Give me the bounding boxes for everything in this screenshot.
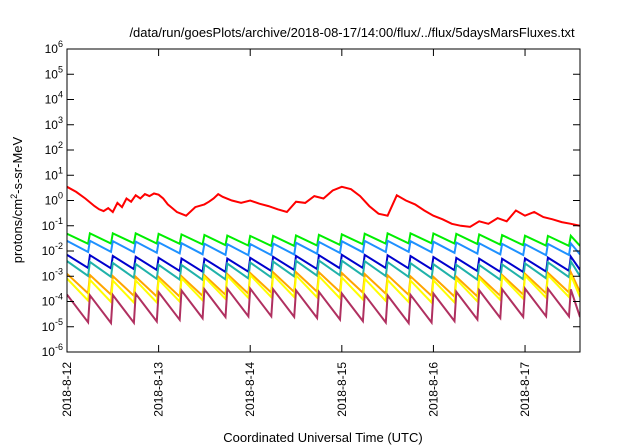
y-tick-label: 105 bbox=[45, 64, 63, 81]
y-tick-exp: 1 bbox=[58, 165, 63, 175]
y-tick-label: 101 bbox=[45, 165, 63, 182]
y-tick-label: 104 bbox=[45, 90, 63, 107]
y-axis-label: protons/cm2-s-sr-MeV bbox=[9, 136, 25, 263]
y-tick-label: 106 bbox=[45, 39, 63, 56]
y-label-pre: protons/cm bbox=[10, 199, 25, 263]
y-tick-base: 10 bbox=[45, 143, 59, 157]
x-tick-label: 2018-8-12 bbox=[60, 362, 74, 417]
y-tick-exp: -4 bbox=[55, 292, 63, 302]
y-tick-base: 10 bbox=[45, 194, 59, 208]
y-tick-base: 10 bbox=[42, 345, 56, 359]
x-tick-label: 2018-8-17 bbox=[518, 362, 532, 417]
y-tick-base: 10 bbox=[45, 168, 59, 182]
chart-title: /data/run/goesPlots/archive/2018-08-17/1… bbox=[129, 25, 575, 40]
y-tick-exp: 3 bbox=[58, 115, 63, 125]
y-tick-base: 10 bbox=[42, 295, 56, 309]
y-tick-exp: -2 bbox=[55, 241, 63, 251]
y-tick-exp: 5 bbox=[58, 64, 63, 74]
plot-frame bbox=[66, 48, 581, 353]
y-tick-exp: 4 bbox=[58, 90, 63, 100]
y-tick-label: 10-1 bbox=[42, 216, 63, 233]
x-tick-label: 2018-8-15 bbox=[335, 362, 349, 417]
series-line bbox=[67, 185, 580, 228]
series-line bbox=[67, 258, 580, 282]
x-axis-label: Coordinated Universal Time (UTC) bbox=[223, 430, 422, 445]
y-tick-exp: -3 bbox=[55, 266, 63, 276]
y-tick-label: 10-6 bbox=[42, 342, 63, 359]
y-tick-exp: 2 bbox=[58, 140, 63, 150]
y-tick-label: 102 bbox=[45, 140, 63, 157]
series-line bbox=[67, 239, 580, 257]
series-line bbox=[67, 285, 580, 326]
y-tick-exp: -5 bbox=[55, 317, 63, 327]
x-axis-ticks: 2018-8-12 2018-8-13 2018-8-14 2018-8-15 2018… bbox=[60, 49, 532, 417]
x-tick-label: 2018-8-16 bbox=[426, 362, 440, 417]
series-line bbox=[67, 231, 580, 248]
x-tick-label: 2018-8-14 bbox=[243, 362, 257, 417]
y-tick-base: 10 bbox=[45, 67, 59, 81]
y-tick-exp: -1 bbox=[55, 216, 63, 226]
y-tick-base: 10 bbox=[45, 118, 59, 132]
y-tick-base: 10 bbox=[42, 269, 56, 283]
y-tick-base: 10 bbox=[42, 219, 56, 233]
y-tick-label: 10-4 bbox=[42, 292, 63, 309]
y-tick-label: 10-3 bbox=[42, 266, 63, 283]
y-label-sup: 2 bbox=[9, 194, 19, 199]
y-tick-label: 10-2 bbox=[42, 241, 63, 258]
x-tick-label: 2018-8-13 bbox=[152, 362, 166, 417]
y-tick-base: 10 bbox=[42, 320, 56, 334]
y-tick-exp: 6 bbox=[58, 39, 63, 49]
y-tick-base: 10 bbox=[45, 42, 59, 56]
y-tick-base: 10 bbox=[42, 244, 56, 258]
y-axis-ticks: 10-610-510-410-310-210-11001011021031041… bbox=[42, 39, 580, 359]
series-layer bbox=[67, 185, 580, 326]
y-tick-base: 10 bbox=[45, 93, 59, 107]
y-label-post: -s-sr-MeV bbox=[10, 136, 25, 193]
y-tick-label: 103 bbox=[45, 115, 63, 132]
y-tick-label: 100 bbox=[45, 191, 63, 208]
y-tick-exp: -6 bbox=[55, 342, 63, 352]
series-line bbox=[67, 268, 580, 299]
y-tick-label: 10-5 bbox=[42, 317, 63, 334]
y-tick-exp: 0 bbox=[58, 191, 63, 201]
